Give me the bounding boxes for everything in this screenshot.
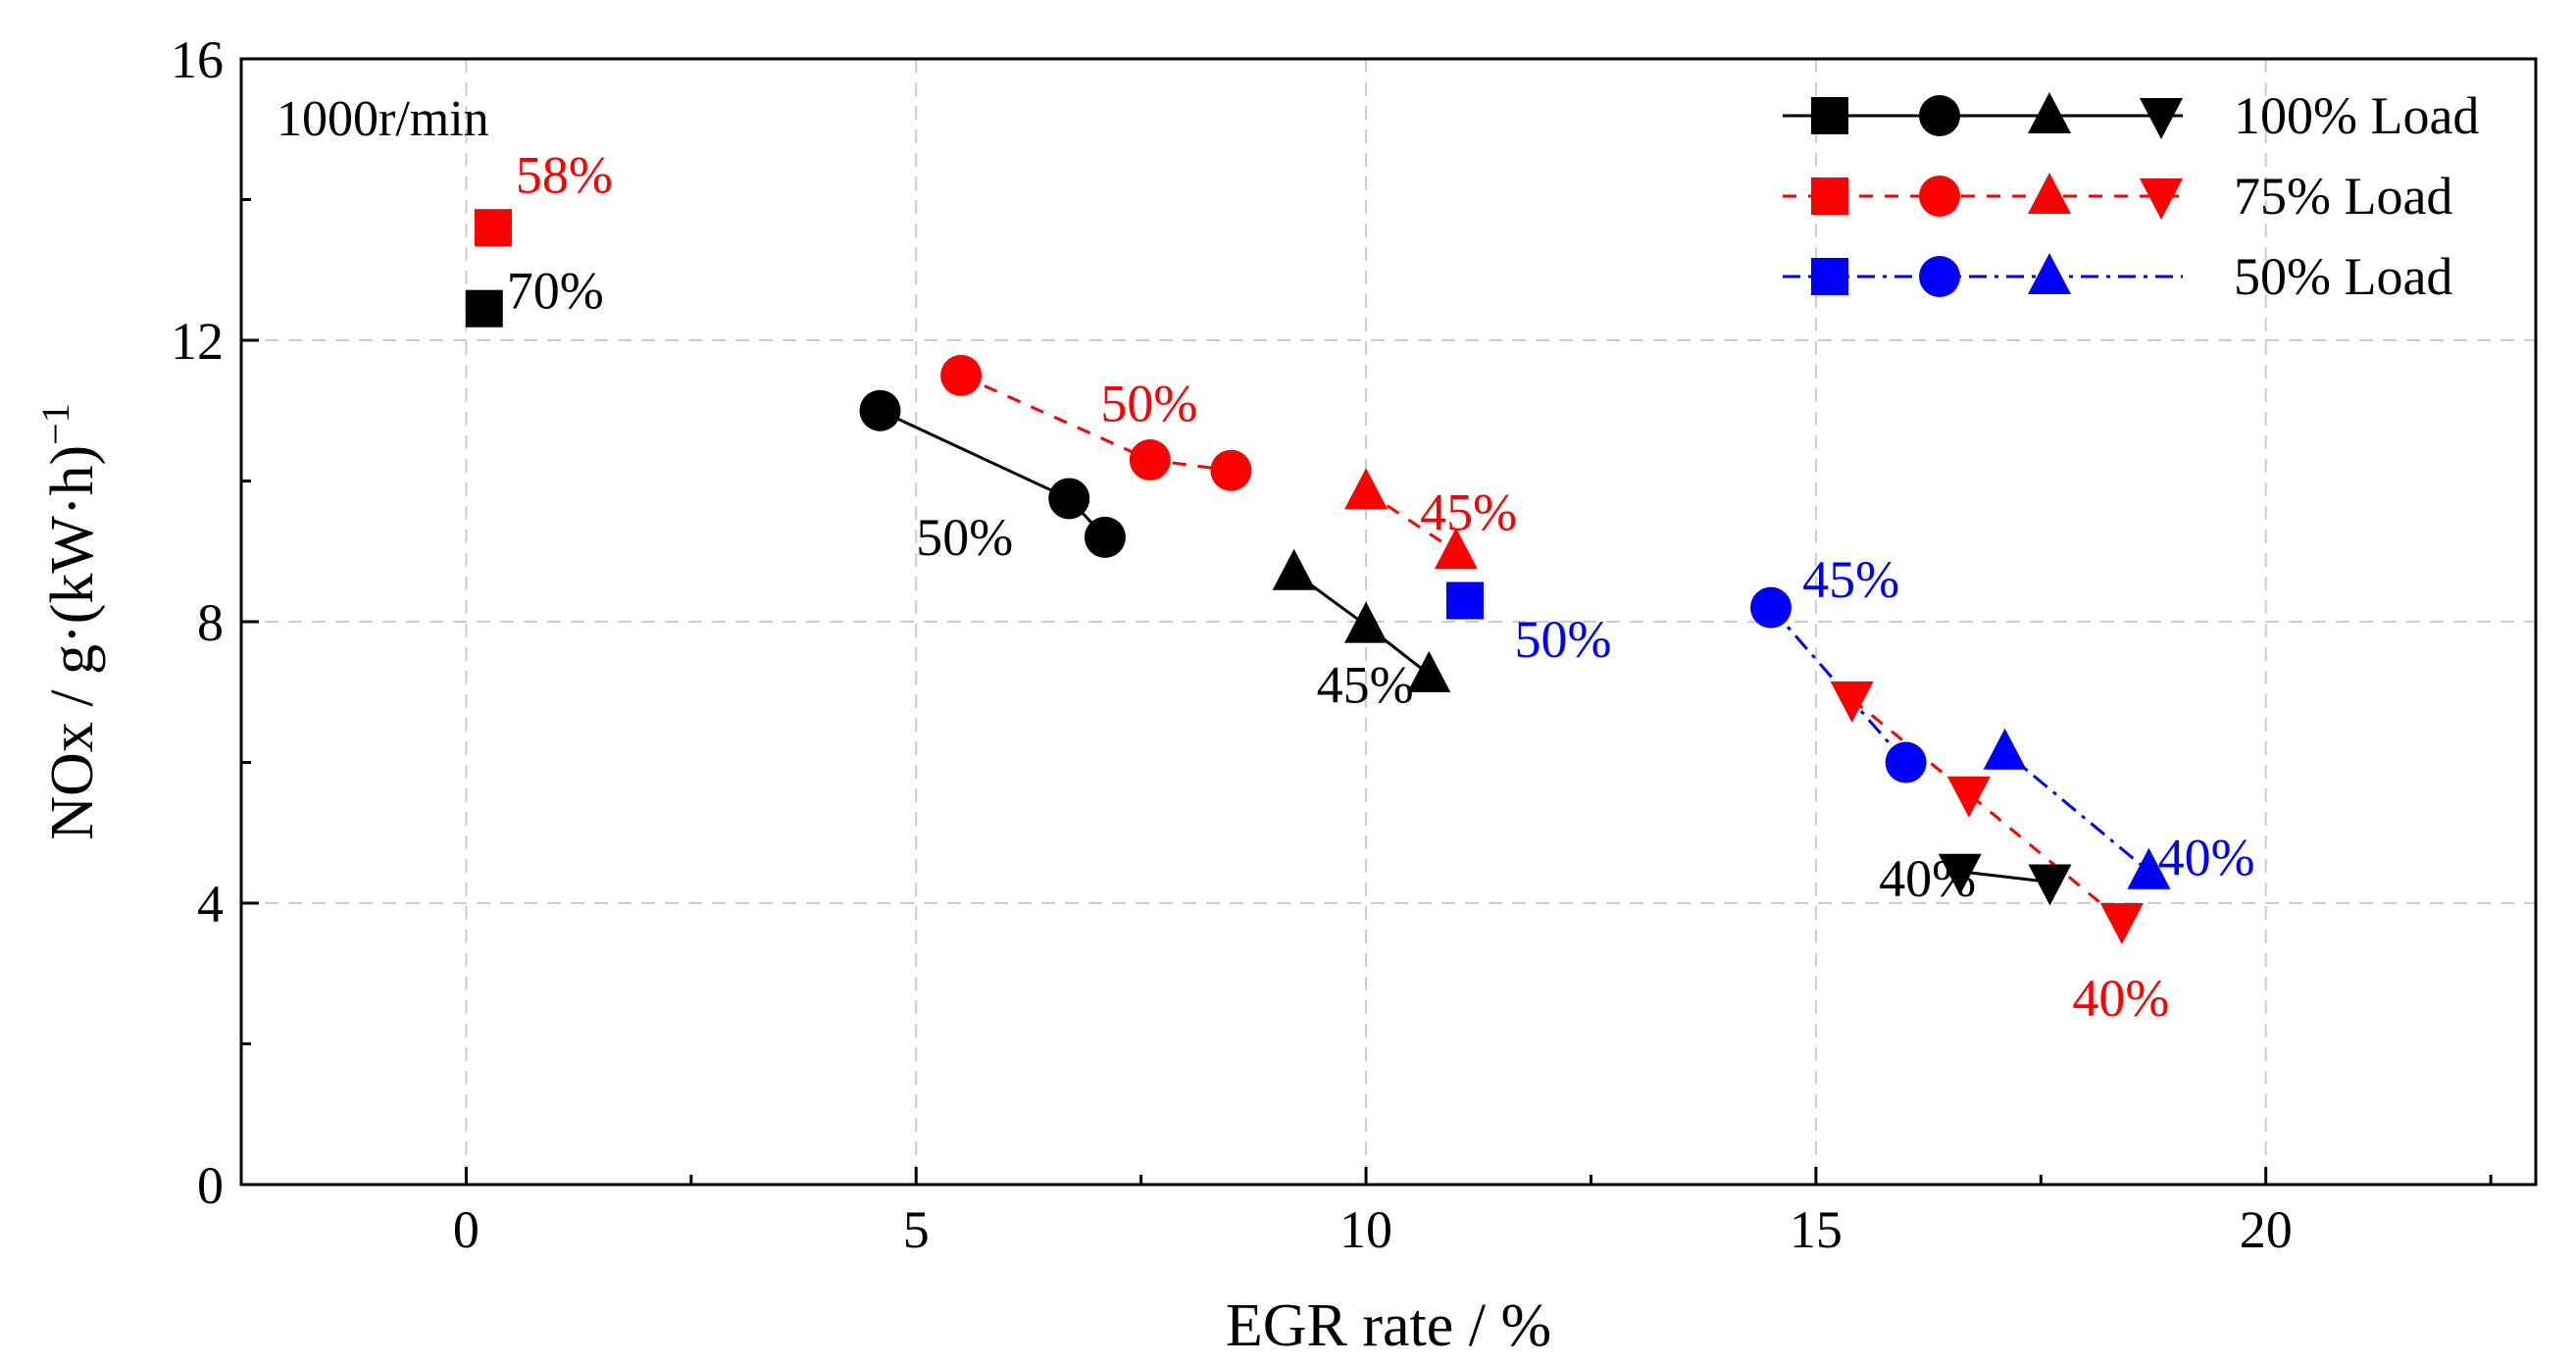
legend-marker-circle — [1919, 256, 1960, 297]
data-point-100-load-circle — [1048, 478, 1090, 520]
point-annotation: 40% — [1879, 849, 1976, 908]
data-point-75-load-triangle-down — [1830, 681, 1874, 723]
legend-label: 100% Load — [2234, 86, 2479, 145]
data-point-100-load-circle — [1084, 516, 1126, 558]
series-line-75-load-triangle-down — [1850, 697, 2123, 923]
data-point-50-load-triangle-up — [1983, 728, 2027, 770]
point-annotation: 45% — [1802, 550, 1899, 609]
x-tick-label: 0 — [453, 1200, 480, 1259]
data-point-75-load-triangle-up — [1344, 468, 1389, 510]
legend: 100% Load 75% Load 50% Load — [1783, 86, 2479, 306]
data-point-50-load-circle — [1750, 586, 1792, 629]
point-annotation: 50% — [1514, 610, 1611, 669]
annotations: 58% 70% 50% 50% 45% 50% 45% 45% 40% 40% 40% — [507, 145, 2255, 1027]
data-point-75-load-circle — [1210, 449, 1252, 491]
data-point-100-load-triangle-up — [1407, 650, 1451, 692]
series-line-50-load-triangle-up — [2003, 750, 2150, 873]
data-point-75-load-triangle-up — [1434, 528, 1478, 570]
point-annotation: 58% — [516, 145, 613, 204]
engine-speed-label: 1000r/min — [277, 91, 489, 147]
axis-ticks — [239, 57, 2493, 1187]
tick-labels: 0 5 10 15 20 0 4 8 12 16 — [171, 30, 2293, 1259]
y-tick-label: 12 — [171, 312, 224, 371]
data-point-75-load-triangle-down — [2099, 902, 2144, 944]
x-tick-label: 20 — [2240, 1200, 2293, 1259]
y-tick-label: 4 — [197, 875, 224, 934]
legend-marker-circle — [1919, 95, 1960, 136]
legend-marker-circle — [1919, 176, 1960, 217]
legend-marker-square — [1811, 177, 1848, 215]
y-tick-label: 16 — [171, 30, 224, 89]
data-point-100-load-triangle-up — [1272, 548, 1316, 590]
data-point-100-load-triangle-down — [1938, 853, 1982, 895]
legend-marker-square — [1811, 258, 1848, 295]
data-point-100-load-triangle-down — [2028, 864, 2072, 906]
data-point-50-load-circle — [1885, 741, 1927, 784]
x-tick-label: 5 — [903, 1200, 930, 1259]
point-annotation: 70% — [507, 262, 604, 321]
legend-marker-triangle-up — [2028, 92, 2071, 133]
point-annotation: 40% — [2158, 828, 2255, 886]
legend-label: 75% Load — [2234, 167, 2452, 226]
legend-marker-triangle-down — [2140, 98, 2183, 139]
legend-marker-square — [1811, 97, 1848, 134]
plot-frame — [239, 57, 2538, 1187]
series-line-100-load-triangle-down — [1959, 870, 2050, 884]
legend-marker-triangle-down — [2140, 178, 2183, 220]
data-point-100-load-square — [465, 289, 503, 328]
point-annotation: 45% — [1420, 483, 1517, 542]
data-point-75-load-triangle-down — [1946, 776, 1991, 818]
legend-label: 50% Load — [2234, 247, 2452, 306]
series-line-75-load-triangle-up — [1365, 490, 1457, 553]
point-annotation: 50% — [916, 508, 1013, 567]
x-axis-label: EGR rate / % — [1226, 1292, 1551, 1359]
data-point-50-load-square — [1446, 581, 1484, 620]
point-annotation: 50% — [1100, 375, 1197, 433]
data-point-75-load-circle — [940, 354, 983, 396]
y-tick-label: 8 — [197, 593, 224, 652]
point-annotation: 40% — [2072, 969, 2169, 1028]
legend-marker-triangle-up — [2028, 173, 2071, 214]
data-point-75-load-circle — [1129, 438, 1171, 480]
data-markers — [465, 209, 2171, 944]
data-point-100-load-circle — [859, 389, 901, 431]
y-axis-label: NOx / g·(kW·h)−1 — [33, 403, 106, 839]
point-annotation: 45% — [1317, 656, 1414, 715]
grid — [241, 59, 2536, 1185]
y-axis-label-sup: −1 — [33, 403, 77, 445]
x-tick-label: 15 — [1790, 1200, 1843, 1259]
x-tick-label: 10 — [1339, 1200, 1392, 1259]
y-tick-label: 0 — [197, 1156, 224, 1215]
legend-marker-triangle-up — [2028, 253, 2071, 294]
data-point-75-load-square — [474, 209, 512, 247]
data-point-100-load-triangle-up — [1344, 601, 1389, 643]
y-axis-label-main: NOx / g·(kW·h) — [39, 445, 106, 840]
data-point-50-load-triangle-up — [2127, 847, 2171, 889]
